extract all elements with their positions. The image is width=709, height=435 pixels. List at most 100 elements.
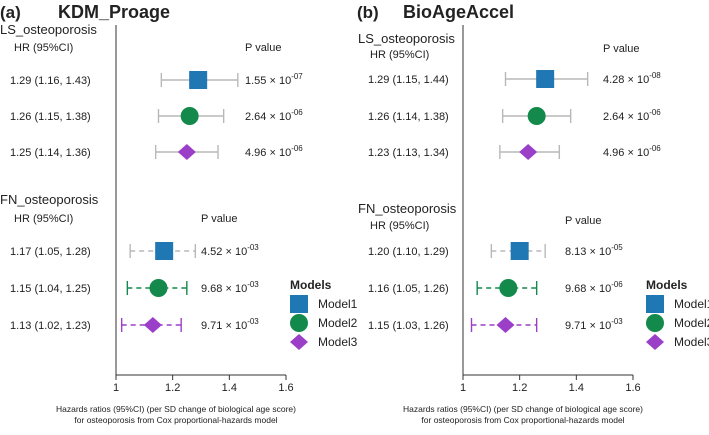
x-tick-label: 1 — [460, 382, 466, 394]
panel-title: KDM_Proage — [58, 2, 170, 22]
p-value-exponent: -06 — [649, 108, 661, 117]
hr-point-model2 — [149, 279, 168, 297]
p-value-text: 9.71 × 10-03 — [565, 317, 623, 332]
hr-point-model1 — [510, 242, 529, 260]
hr-ci-text: 1.26 (1.15, 1.38) — [10, 111, 91, 123]
p-value-exponent: -03 — [247, 317, 259, 326]
legend-marker-model2 — [646, 314, 664, 332]
group-title: FN_osteoporosis — [0, 192, 99, 207]
panel-label: (a) — [0, 3, 21, 22]
x-axis-label: for osteoporosis from Cox proportional-h… — [421, 415, 624, 425]
p-value-exponent: -03 — [247, 243, 259, 252]
p-value-text: 4.52 × 10-03 — [201, 243, 259, 258]
hr-column-header: HR (95%CI) — [370, 49, 429, 61]
p-value-exponent: -03 — [611, 317, 623, 326]
p-value-header: P value — [201, 213, 238, 225]
p-value-exponent: -05 — [611, 243, 623, 252]
legend-label: Model1 — [674, 297, 709, 311]
p-value-mantissa: 9.71 × 10 — [565, 320, 611, 332]
p-value-mantissa: 4.28 × 10 — [603, 74, 649, 86]
hr-ci-text: 1.17 (1.05, 1.28) — [10, 246, 91, 258]
hr-point-model3 — [177, 144, 196, 160]
p-value-exponent: -06 — [291, 144, 303, 153]
hr-ci-text: 1.16 (1.05, 1.26) — [368, 283, 449, 295]
p-value-mantissa: 2.64 × 10 — [603, 111, 649, 123]
p-value-mantissa: 8.13 × 10 — [565, 246, 611, 258]
p-value-text: 1.55 × 10-07 — [245, 72, 303, 87]
p-value-text: 9.68 × 10-06 — [565, 280, 623, 295]
hr-ci-text: 1.29 (1.15, 1.44) — [368, 74, 449, 86]
hr-column-header: HR (95%CI) — [14, 42, 73, 54]
legend-marker-model3 — [646, 334, 664, 350]
panel-b: (b) BioAgeAccel 1 1.2 1.4 1.6 Hazards ratios (… — [357, 2, 661, 425]
legend-label: Model3 — [674, 335, 709, 349]
p-value-header: P value — [603, 43, 640, 55]
p-value-mantissa: 4.96 × 10 — [245, 147, 291, 159]
p-value-mantissa: 9.71 × 10 — [201, 320, 247, 332]
p-value-mantissa: 4.52 × 10 — [201, 246, 247, 258]
hr-point-model2 — [180, 107, 199, 125]
x-tick-label: 1.6 — [625, 382, 640, 394]
p-value-text: 4.96 × 10-06 — [603, 144, 661, 159]
p-value-header: P value — [245, 42, 282, 54]
p-value-text: 2.64 × 10-06 — [245, 108, 303, 123]
p-value-exponent: -08 — [649, 71, 661, 80]
legend-title: Models — [646, 278, 688, 292]
x-axis-label: for osteoporosis from Cox proportional-h… — [74, 415, 277, 425]
legend-label: Model2 — [674, 316, 709, 330]
x-tick-label: 1.2 — [512, 382, 527, 394]
legend-a: Models Model1 Model2 Model3 — [290, 278, 358, 350]
hr-ci-text: 1.15 (1.04, 1.25) — [10, 283, 91, 295]
p-value-text: 4.28 × 10-08 — [603, 71, 661, 86]
p-value-mantissa: 4.96 × 10 — [603, 147, 649, 159]
p-value-exponent: -06 — [291, 108, 303, 117]
p-value-text: 9.71 × 10-03 — [201, 317, 259, 332]
p-value-mantissa: 2.64 × 10 — [245, 111, 291, 123]
p-value-header: P value — [565, 215, 602, 227]
p-value-mantissa: 9.68 × 10 — [201, 283, 247, 295]
hr-column-header: HR (95%CI) — [370, 220, 429, 232]
hr-point-model1 — [189, 71, 208, 89]
hr-point-model2 — [499, 279, 518, 297]
p-value-exponent: -06 — [611, 280, 623, 289]
legend-marker-model1 — [646, 295, 664, 313]
p-value-mantissa: 9.68 × 10 — [565, 283, 611, 295]
group-title: LS_osteoporosis — [358, 31, 455, 46]
panel-title: BioAgeAccel — [403, 2, 514, 22]
legend-marker-model2 — [290, 314, 308, 332]
legend-marker-model3 — [290, 334, 308, 350]
legend-label: Model1 — [318, 297, 358, 311]
p-value-text: 8.13 × 10-05 — [565, 243, 623, 258]
panel-a: (a) KDM_Proage 1 1.2 1.4 1.6 Hazards ratios (9… — [0, 2, 303, 425]
legend-label: Model2 — [318, 316, 358, 330]
hr-point-model3 — [519, 144, 538, 160]
hr-ci-text: 1.26 (1.14, 1.38) — [368, 111, 449, 123]
x-tick-label: 1.4 — [569, 382, 584, 394]
group-title: LS_osteoporosis — [0, 22, 97, 37]
hr-ci-text: 1.25 (1.14, 1.36) — [10, 147, 91, 159]
legend-label: Model3 — [318, 335, 358, 349]
x-axis-label: Hazards ratios (95%CI) (per SD change of… — [403, 404, 643, 414]
hr-ci-text: 1.23 (1.13, 1.34) — [368, 147, 449, 159]
p-value-exponent: -03 — [247, 280, 259, 289]
x-tick-label: 1.4 — [222, 382, 237, 394]
hr-ci-text: 1.15 (1.03, 1.26) — [368, 320, 449, 332]
hr-point-model1 — [155, 242, 174, 260]
group-title: FN_osteoporosis — [358, 201, 457, 216]
panel-label: (b) — [357, 3, 379, 22]
hr-point-model1 — [536, 70, 555, 88]
x-axis-label: Hazards ratios (95%CI) (per SD change of… — [56, 404, 296, 414]
p-value-text: 9.68 × 10-03 — [201, 280, 259, 295]
p-value-mantissa: 1.55 × 10 — [245, 75, 291, 87]
hr-ci-text: 1.20 (1.10, 1.29) — [368, 246, 449, 258]
legend-b: Models Model1 Model2 Model3 — [646, 278, 709, 350]
x-tick-label: 1.6 — [278, 382, 293, 394]
p-value-text: 4.96 × 10-06 — [245, 144, 303, 159]
hr-ci-text: 1.13 (1.02, 1.23) — [10, 320, 91, 332]
hr-point-model3 — [496, 317, 515, 333]
hr-ci-text: 1.29 (1.16, 1.43) — [10, 75, 91, 87]
hr-column-header: HR (95%CI) — [14, 213, 73, 225]
hr-point-model3 — [143, 317, 162, 333]
legend-title: Models — [290, 278, 332, 292]
